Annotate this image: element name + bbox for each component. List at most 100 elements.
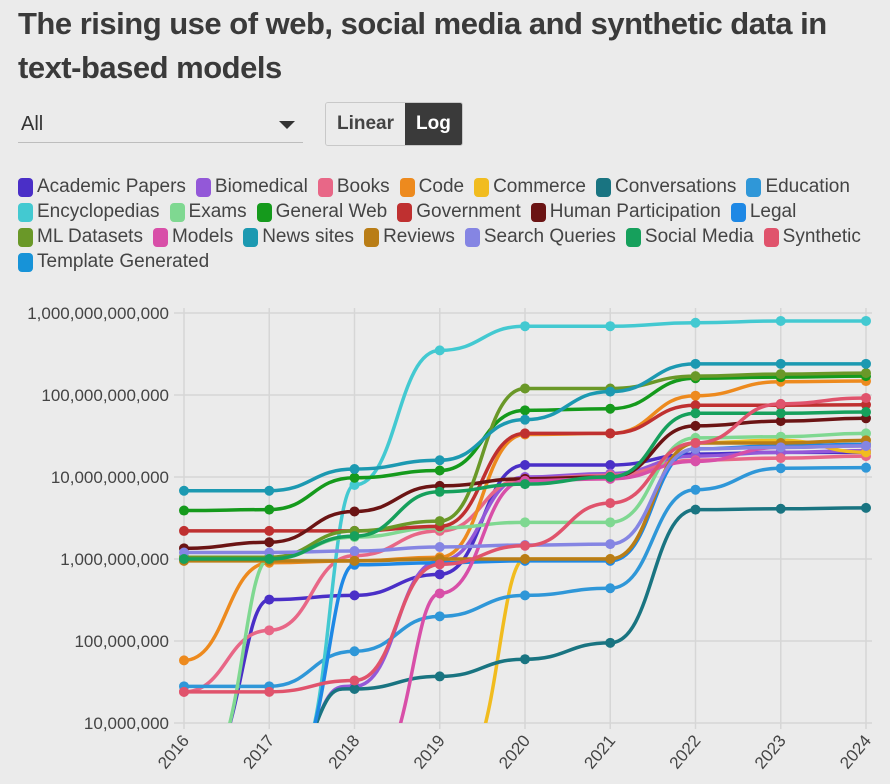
data-point <box>264 554 275 564</box>
series-line <box>182 371 868 560</box>
data-point <box>349 464 360 475</box>
legend-item[interactable]: Code <box>399 176 464 198</box>
legend-label: Academic Papers <box>37 176 186 197</box>
data-point <box>349 479 360 490</box>
data-point <box>179 655 189 666</box>
data-point <box>434 671 445 682</box>
data-point <box>605 403 616 414</box>
legend-item[interactable]: Biomedical <box>195 176 308 198</box>
legend-swatch <box>730 202 746 222</box>
data-point <box>861 407 871 418</box>
series-line <box>313 442 868 723</box>
data-point <box>434 465 445 476</box>
log-scale-button[interactable]: Log <box>405 103 462 145</box>
data-point <box>690 390 701 401</box>
data-point <box>690 371 701 382</box>
data-point <box>775 442 786 453</box>
data-point <box>520 654 530 665</box>
data-point <box>690 400 701 411</box>
data-point <box>690 456 701 467</box>
category-filter-select[interactable]: All <box>18 105 303 143</box>
data-point <box>520 460 530 471</box>
data-point <box>605 428 616 439</box>
data-point <box>349 531 360 542</box>
data-point <box>690 358 701 369</box>
series-line <box>182 438 868 563</box>
data-point <box>520 554 530 564</box>
data-point <box>775 453 786 464</box>
x-tick-label: 2023 <box>751 731 790 772</box>
legend-item[interactable]: Reviews <box>364 226 455 248</box>
data-point <box>434 542 445 553</box>
y-tick-label: 1,000,000,000 <box>60 550 169 569</box>
data-point <box>349 555 360 566</box>
legend-item[interactable]: Encyclopedias <box>18 201 160 223</box>
legend-swatch <box>399 177 415 197</box>
data-point <box>434 611 445 622</box>
legend-label: Books <box>336 176 390 197</box>
data-point <box>179 554 189 564</box>
data-point <box>690 408 701 419</box>
legend-swatch <box>18 177 33 197</box>
legend-swatch <box>243 227 259 247</box>
y-tick-label: 10,000,000,000 <box>51 468 169 487</box>
legend-label: Commerce <box>493 176 586 197</box>
y-tick-label: 100,000,000 <box>74 632 169 651</box>
legend-swatch <box>625 227 641 247</box>
data-point <box>775 503 786 514</box>
legend-label: Exams <box>188 201 247 222</box>
legend-item[interactable]: Models <box>152 226 233 248</box>
legend-item[interactable]: Search Queries <box>464 226 616 248</box>
linear-scale-button[interactable]: Linear <box>326 103 406 145</box>
page-title: The rising use of web, social media and … <box>18 6 827 85</box>
data-point <box>605 637 616 648</box>
legend-swatch <box>18 227 33 247</box>
data-point <box>349 675 360 686</box>
data-point <box>861 368 871 379</box>
legend-label: News sites <box>262 226 355 247</box>
series-line <box>314 448 868 723</box>
legend-item[interactable]: Synthetic <box>763 226 861 248</box>
legend-swatch <box>18 202 33 222</box>
data-point <box>861 502 871 513</box>
x-tick-label: 2021 <box>580 731 619 772</box>
x-tick-label: 2019 <box>410 731 449 772</box>
data-point <box>775 408 786 419</box>
legend-item[interactable]: Exams <box>169 201 247 223</box>
legend-swatch <box>746 177 762 197</box>
legend-item[interactable]: Legal <box>730 201 796 223</box>
legend-item[interactable]: Academic Papers <box>18 176 186 198</box>
legend-item[interactable]: Government <box>397 201 521 223</box>
data-point <box>179 525 189 536</box>
data-point <box>861 462 871 473</box>
legend-swatch <box>256 202 272 222</box>
legend-label: Biomedical <box>214 176 308 197</box>
legend-item[interactable]: News sites <box>243 226 354 248</box>
legend-label: Social Media <box>644 226 754 247</box>
legend-item[interactable]: Template Generated <box>18 251 209 273</box>
data-point <box>264 625 275 636</box>
legend-label: General Web <box>275 201 388 222</box>
data-point <box>434 345 445 356</box>
legend-item[interactable]: Books <box>317 176 390 198</box>
data-point <box>605 539 616 550</box>
legend-item[interactable]: ML Datasets <box>18 226 143 248</box>
legend-swatch <box>595 177 611 197</box>
data-point <box>861 358 871 369</box>
legend-item[interactable]: General Web <box>256 201 388 223</box>
legend-item[interactable]: Education <box>746 176 850 198</box>
data-point <box>775 398 786 409</box>
data-point <box>520 517 530 528</box>
legend-item[interactable]: Human Participation <box>530 201 721 223</box>
legend-item[interactable]: Conversations <box>595 176 736 198</box>
y-tick-label: 10,000,000 <box>84 714 169 733</box>
legend-item[interactable]: Commerce <box>474 176 586 198</box>
legend-item[interactable]: Social Media <box>625 226 754 248</box>
data-point <box>264 504 275 515</box>
line-chart: 1,000,000,000,000 100,000,000,000 10,000,0… <box>27 304 875 773</box>
data-point <box>264 525 275 536</box>
data-point <box>775 358 786 369</box>
data-point <box>349 506 360 517</box>
data-point <box>520 383 530 394</box>
legend-label: Government <box>416 201 521 222</box>
